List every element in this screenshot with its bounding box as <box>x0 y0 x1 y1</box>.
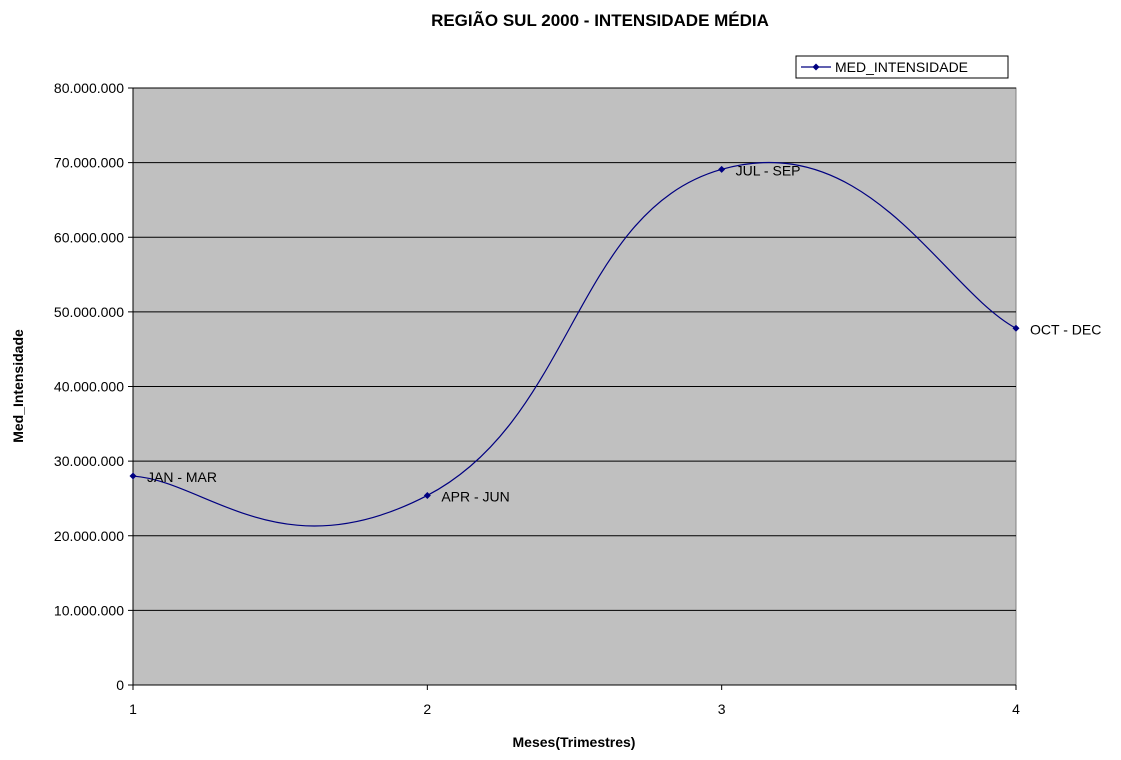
y-tick-label: 40.000.000 <box>54 379 124 395</box>
x-tick-label: 1 <box>129 701 137 717</box>
data-point-marker <box>718 165 726 173</box>
legend-label: MED_INTENSIDADE <box>835 59 968 75</box>
legend-marker-icon <box>812 63 820 71</box>
y-tick-label: 10.000.000 <box>54 602 124 618</box>
gridlines <box>133 87 1016 611</box>
y-tick-label: 80.000.000 <box>54 80 124 96</box>
y-tick-label: 50.000.000 <box>54 304 124 320</box>
y-axis-title: Med_Intensidade <box>10 329 26 443</box>
x-tick-label: 2 <box>423 701 431 717</box>
data-point-label: JAN - MAR <box>147 469 217 485</box>
series-layer <box>129 162 1020 527</box>
y-tick-label: 60.000.000 <box>54 229 124 245</box>
chart-title: REGIÃO SUL 2000 - INTENSIDADE MÉDIA <box>431 10 769 30</box>
data-point-marker <box>423 491 431 499</box>
axes: 0 10.000.000 20.000.000 30.000.000 40.000.00… <box>54 80 1020 717</box>
x-tick-label: 4 <box>1012 701 1020 717</box>
data-labels: JAN - MAR APR - JUN JUL - SEP OCT - DEC <box>147 162 1101 504</box>
series-line <box>132 162 1017 527</box>
y-tick-label: 20.000.000 <box>54 528 124 544</box>
y-tick-label: 30.000.000 <box>54 453 124 469</box>
x-axis-title: Meses(Trimestres) <box>513 734 636 750</box>
data-point-marker <box>1012 324 1020 332</box>
legend-box <box>795 55 1009 79</box>
data-point-label: APR - JUN <box>441 488 509 504</box>
x-tick-label: 3 <box>718 701 726 717</box>
data-point-label: OCT - DEC <box>1030 321 1101 337</box>
data-point-marker <box>129 472 137 480</box>
data-point-label: JUL - SEP <box>736 162 801 178</box>
y-tick-label: 70.000.000 <box>54 155 124 171</box>
legend: MED_INTENSIDADE <box>795 55 1009 79</box>
y-tick-label: 0 <box>116 677 124 693</box>
